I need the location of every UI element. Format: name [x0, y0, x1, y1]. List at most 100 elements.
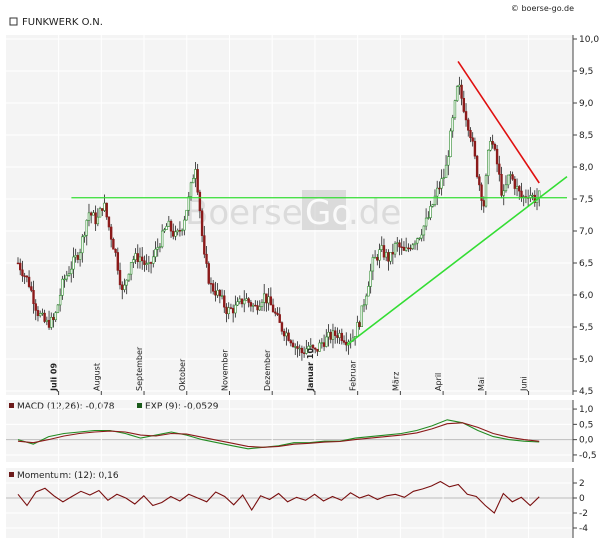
candle-body — [41, 312, 44, 315]
candle-body — [169, 220, 173, 232]
candle-body — [478, 176, 481, 186]
candle-body — [107, 216, 111, 228]
candle-body — [16, 262, 20, 265]
candle-body — [336, 335, 339, 338]
candle-body — [109, 226, 113, 240]
candle-body — [43, 312, 46, 322]
candle-body — [316, 348, 319, 352]
candle-body — [236, 301, 239, 306]
candle-body — [229, 307, 233, 309]
candle-body — [444, 164, 448, 178]
candle-body — [442, 177, 446, 179]
candle-body — [258, 306, 261, 311]
candle-body — [83, 234, 86, 238]
month-label: Juni — [520, 376, 529, 392]
candle-body — [480, 184, 483, 201]
macd-tick-label: 0,5 — [579, 420, 593, 430]
candle-body — [192, 178, 195, 184]
candle-body — [471, 137, 474, 142]
chart-title: FUNKWERK O.N. — [22, 17, 103, 28]
candle-body — [218, 290, 222, 297]
candle-body — [342, 340, 346, 343]
candle-body — [402, 246, 406, 251]
candle-body — [460, 84, 463, 99]
candle-body — [187, 196, 190, 211]
macd-series-line — [17, 419, 540, 450]
candle-body — [400, 246, 403, 249]
candle-body — [85, 219, 88, 236]
candle-body — [269, 296, 273, 306]
candle-body — [240, 298, 244, 305]
candle-body — [498, 163, 501, 175]
candle-body — [87, 212, 91, 221]
candle-body — [61, 278, 64, 296]
candle-body — [38, 313, 42, 316]
candle-body — [174, 231, 177, 237]
candle-body — [220, 295, 224, 297]
candle-body — [21, 269, 24, 277]
candle-body — [409, 247, 412, 250]
watermark: Boerse Go .de — [185, 190, 401, 233]
candle-body — [125, 279, 128, 286]
candle-body — [311, 344, 315, 349]
candle-body — [407, 247, 410, 249]
candle-body — [487, 149, 490, 177]
candle-body — [513, 178, 517, 189]
momentum-legend-swatch — [9, 472, 14, 477]
candle-body — [278, 314, 281, 323]
candle-body — [533, 194, 536, 203]
candle-body — [382, 245, 386, 258]
candle-body — [245, 298, 248, 301]
candle-body — [227, 307, 230, 315]
candle-body — [89, 212, 93, 216]
watermark-box — [302, 190, 346, 230]
candle-body — [356, 322, 359, 337]
month-label: Januar 10 — [306, 348, 315, 392]
candle-body — [289, 340, 293, 344]
candle-body — [271, 304, 275, 313]
candle-body — [147, 262, 151, 264]
candle-body — [32, 290, 35, 305]
candle-body — [156, 247, 159, 250]
candle-body — [50, 317, 53, 328]
candle-body — [294, 346, 297, 348]
price-tick-label: 9,5 — [579, 67, 593, 77]
candle-body — [391, 252, 395, 255]
momentum-series-line — [17, 480, 540, 514]
candle-body — [116, 252, 120, 271]
candle-body — [429, 205, 432, 218]
candle-body — [231, 308, 235, 314]
watermark-box-text: Go — [305, 193, 352, 233]
candle-body — [384, 252, 388, 258]
momentum-panel-bg — [6, 468, 573, 538]
resistance-trendline — [457, 60, 540, 184]
candle-body — [424, 217, 428, 227]
candle-body — [98, 208, 102, 218]
macd-tick-label: 1,0 — [579, 405, 594, 415]
candle-body — [518, 186, 521, 192]
title-box-icon — [9, 17, 18, 26]
candle-body — [276, 312, 279, 315]
candle-body — [74, 255, 77, 258]
candle-body — [280, 322, 284, 332]
candle-body — [152, 256, 155, 264]
candle-body — [298, 347, 301, 350]
candle-body — [23, 275, 26, 277]
macd-legend-swatch — [9, 403, 14, 408]
candle-body — [52, 317, 55, 321]
candle-body — [307, 345, 310, 350]
price-tick-label: 4,5 — [579, 387, 593, 397]
candle-body — [274, 311, 277, 314]
candle-body — [458, 84, 461, 87]
candle-body — [143, 260, 146, 265]
candle-body — [358, 322, 361, 327]
momentum-tick-label: -2 — [579, 509, 588, 519]
candle-body — [65, 275, 68, 280]
candle-body — [411, 244, 415, 249]
candle-body — [56, 304, 60, 313]
candle-body — [389, 252, 392, 262]
candle-body — [34, 303, 37, 311]
candle-body — [58, 295, 62, 306]
candle-body — [329, 331, 332, 340]
candle-body — [118, 270, 122, 286]
